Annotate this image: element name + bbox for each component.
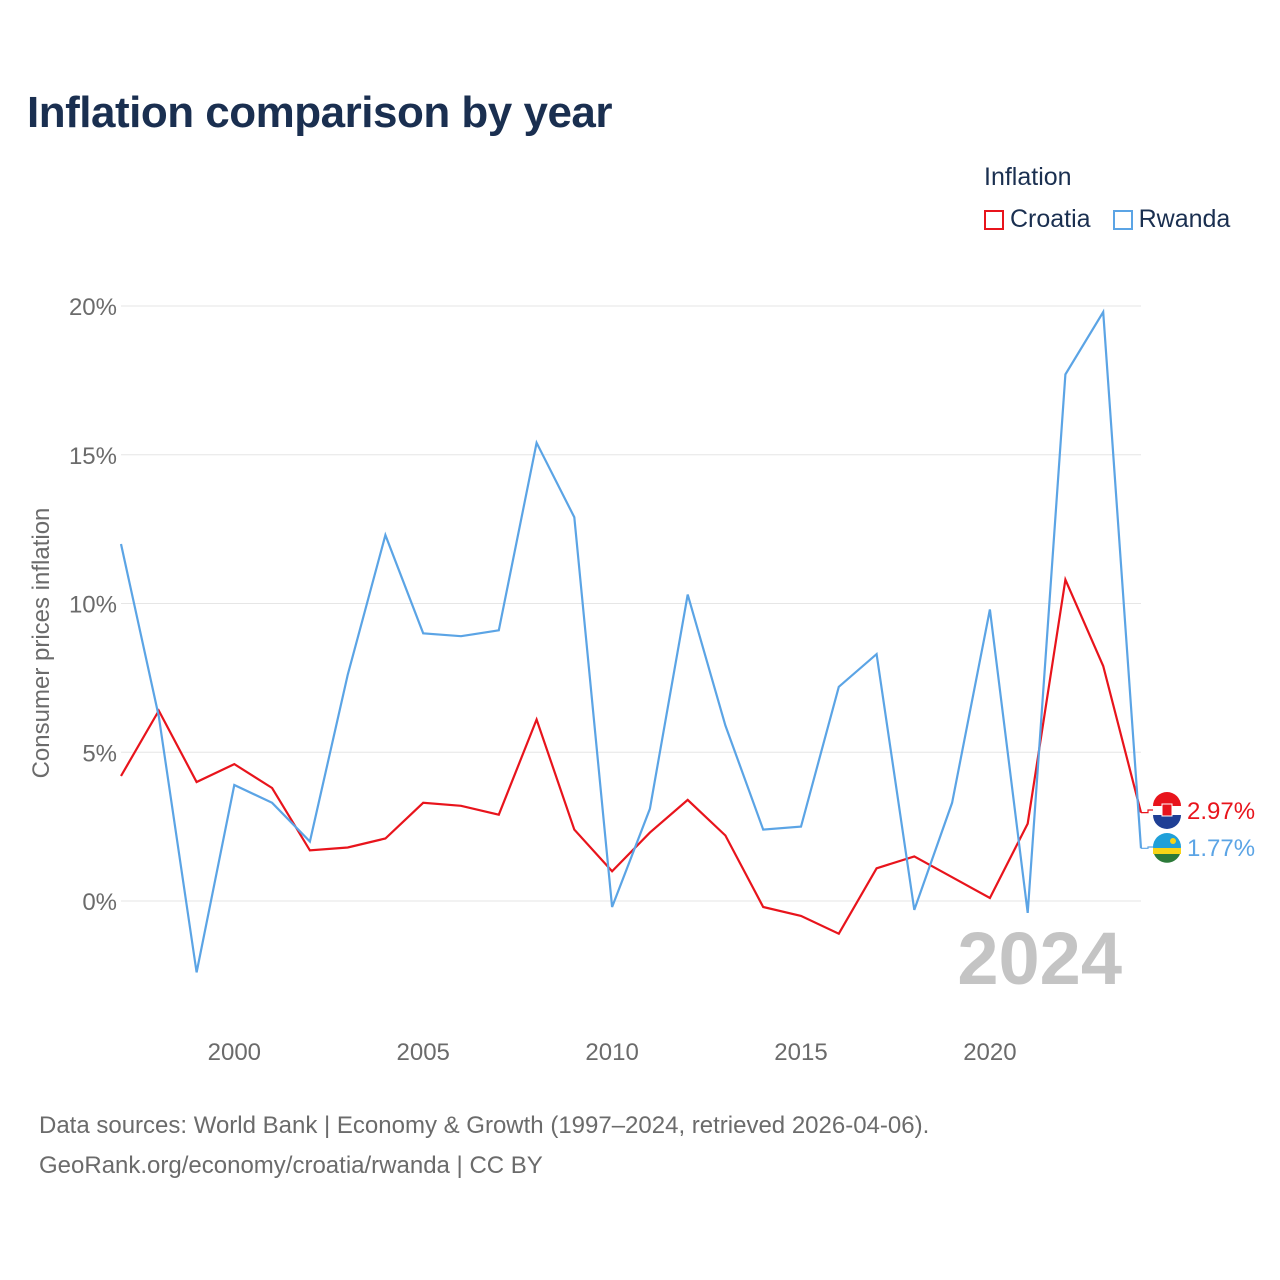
legend: Croatia Rwanda — [984, 205, 1230, 234]
legend-swatch-croatia — [984, 209, 1004, 230]
y-tick-label-15: 15% — [69, 443, 117, 470]
legend-label-croatia: Croatia — [1010, 205, 1091, 233]
x-tick-label-2000: 2000 — [208, 1039, 261, 1066]
end-value-label-croatia: 2.97% — [1187, 798, 1255, 825]
end-connector-croatia — [1141, 809, 1153, 814]
y-tick-label-5: 5% — [82, 740, 117, 767]
legend-item-croatia[interactable]: Croatia — [984, 205, 1091, 234]
legend-item-rwanda[interactable]: Rwanda — [1112, 205, 1231, 234]
legend-title: Inflation — [984, 163, 1072, 191]
end-value-label-rwanda: 1.77% — [1187, 835, 1255, 862]
x-tick-label-2020: 2020 — [963, 1039, 1016, 1066]
source-note: Data sources: World Bank | Economy & Gro… — [39, 1106, 929, 1186]
croatia-flag-blue-band — [1153, 815, 1181, 829]
x-tick-label-2005: 2005 — [397, 1039, 450, 1066]
x-tick-label-2010: 2010 — [585, 1039, 638, 1066]
rwanda-flag-green-band — [1154, 854, 1180, 863]
year-annotation: 2024 — [957, 917, 1122, 1000]
legend-label-rwanda: Rwanda — [1138, 205, 1231, 233]
y-tick-label-10: 10% — [69, 592, 117, 619]
series-line-rwanda — [119, 308, 1143, 973]
source-line-2[interactable]: GeoRank.org/economy/croatia/rwanda | CC … — [39, 1152, 543, 1179]
y-tick-label-0: 0% — [82, 889, 117, 916]
y-tick-label-20: 20% — [69, 294, 117, 321]
end-connector-rwanda — [1141, 846, 1153, 849]
rwanda-flag-yellow-band — [1153, 848, 1181, 854]
x-tick-label-2015: 2015 — [774, 1039, 827, 1066]
source-line-1: Data sources: World Bank | Economy & Gro… — [39, 1112, 930, 1139]
croatia-coat-of-arms — [1161, 803, 1173, 817]
croatia-flag-red-band — [1153, 792, 1181, 806]
chart-title: Inflation comparison by year — [27, 88, 613, 137]
legend-swatch-rwanda — [1112, 209, 1133, 230]
series-line-croatia — [120, 575, 1143, 936]
rwanda-flag-sun — [1170, 838, 1176, 844]
